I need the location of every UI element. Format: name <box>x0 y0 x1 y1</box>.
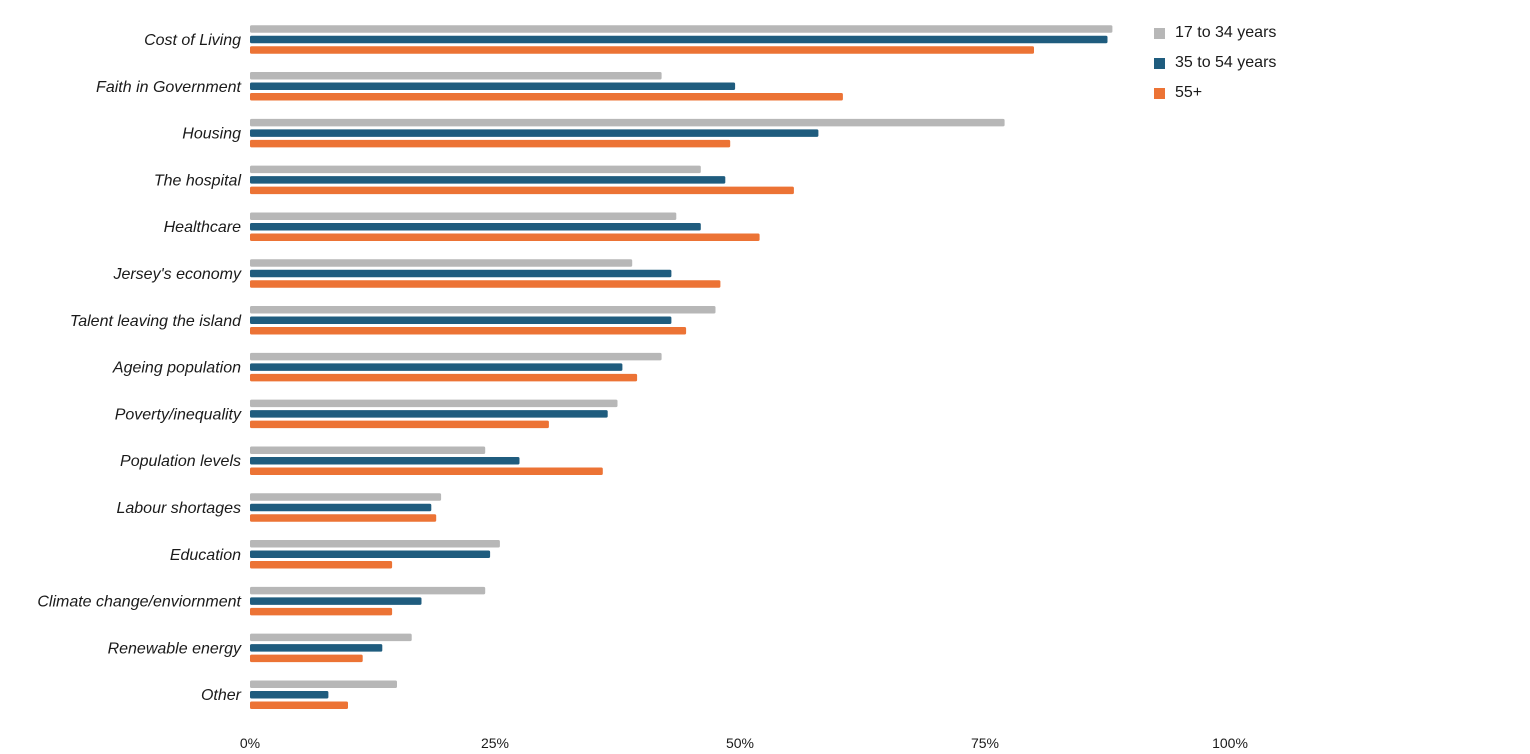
bar <box>250 118 1005 127</box>
category-label: Other <box>201 687 242 704</box>
bar <box>250 72 662 80</box>
bar <box>250 654 363 663</box>
legend-item: 55+ <box>1154 78 1276 108</box>
category-label: Renewable energy <box>108 640 242 657</box>
x-tick-label: 75% <box>971 735 999 751</box>
bar <box>250 35 1108 44</box>
category-label: Poverty/inequality <box>115 406 242 423</box>
category-label: Ageing population <box>112 360 241 377</box>
bar <box>250 280 721 288</box>
bar <box>250 269 672 278</box>
bar <box>250 259 633 267</box>
category-label: Climate change/enviornment <box>37 594 241 611</box>
bar <box>250 186 794 195</box>
bar <box>250 352 662 361</box>
legend-label: 55+ <box>1175 84 1203 101</box>
bar <box>250 212 677 220</box>
category-labels: Cost of Living Faith in Government Housing… <box>37 32 242 704</box>
category-label: Education <box>170 547 241 564</box>
bar <box>250 540 500 548</box>
category-label: Jersey's economy <box>112 266 242 283</box>
legend-item: 35 to 54 years <box>1154 48 1276 78</box>
legend: 17 to 34 years 35 to 54 years 55+ <box>1154 18 1276 108</box>
x-tick-label: 0% <box>240 735 260 751</box>
bar <box>250 165 701 174</box>
bar <box>250 607 393 616</box>
bar <box>250 306 716 314</box>
bar <box>250 701 348 709</box>
x-axis-ticks: 0% 25% 50% 75% 100% <box>240 735 1248 751</box>
category-label: The hospital <box>154 172 242 189</box>
category-label: Faith in Government <box>96 79 242 96</box>
bar <box>250 680 397 688</box>
bar <box>250 420 549 429</box>
bar <box>250 233 760 241</box>
category-label: Talent leaving the island <box>70 313 242 330</box>
legend-swatch <box>1154 87 1165 99</box>
bar <box>250 93 843 101</box>
bar <box>250 82 736 91</box>
category-label: Population levels <box>120 453 241 470</box>
bar <box>250 327 687 335</box>
bar <box>250 129 819 137</box>
bar <box>250 690 329 699</box>
bar <box>250 25 1113 33</box>
bar <box>250 586 486 595</box>
x-tick-label: 100% <box>1212 735 1248 751</box>
legend-label: 35 to 54 years <box>1175 54 1277 71</box>
bar <box>250 561 393 569</box>
category-label: Labour shortages <box>116 500 241 517</box>
category-label: Cost of Living <box>144 32 241 49</box>
bar <box>250 46 1034 54</box>
bar <box>250 456 520 465</box>
bar <box>250 633 412 642</box>
bar <box>250 399 618 408</box>
bar <box>250 644 383 652</box>
x-tick-label: 50% <box>726 735 754 751</box>
legend-label: 17 to 34 years <box>1175 24 1277 41</box>
bar <box>250 373 638 382</box>
bar <box>250 446 486 454</box>
bar <box>250 597 422 605</box>
category-label: Housing <box>182 126 241 143</box>
bar <box>250 176 726 184</box>
legend-swatch <box>1154 27 1165 39</box>
legend-item: 17 to 34 years <box>1154 18 1276 48</box>
bar <box>250 503 432 512</box>
legend-swatch <box>1154 57 1165 69</box>
category-label: Healthcare <box>164 219 241 236</box>
bar <box>250 550 491 559</box>
bar <box>250 493 442 501</box>
bar <box>250 316 672 325</box>
bar <box>250 514 437 522</box>
bar <box>250 139 731 148</box>
bar <box>250 410 608 418</box>
x-tick-label: 25% <box>481 735 509 751</box>
bar <box>250 222 701 231</box>
bar <box>250 363 623 371</box>
bar <box>250 467 603 475</box>
bars <box>250 25 1113 709</box>
